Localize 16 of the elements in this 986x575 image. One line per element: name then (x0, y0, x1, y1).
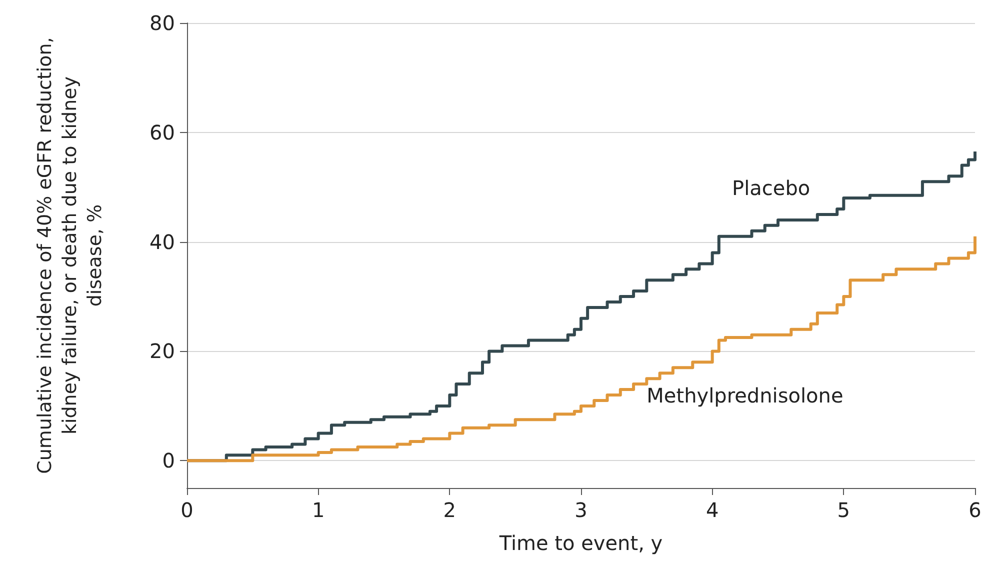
y-tick-label: 60 (150, 120, 175, 144)
y-tick-label: 80 (150, 11, 175, 35)
y-tick-label: 0 (162, 448, 175, 473)
x-tick-label: 6 (968, 498, 982, 522)
x-tick-label: 0 (180, 498, 194, 522)
x-axis-title: Time to event, y (498, 531, 663, 555)
x-tick-label: 4 (706, 498, 719, 522)
x-tick-label: 3 (574, 498, 588, 522)
x-tick-label: 1 (312, 498, 325, 522)
y-tick-label: 40 (150, 230, 175, 254)
y-tick-label: 20 (150, 339, 175, 364)
series-label: Methylprednisolone (646, 384, 844, 408)
y-axis-title: Cumulative incidence of 40% eGFR reduction, kidney failure, or death due to kidney disease, % (34, 37, 106, 474)
series-label: Placebo (732, 176, 810, 200)
x-tick-label: 5 (837, 498, 850, 522)
x-tick-label: 2 (443, 498, 456, 522)
